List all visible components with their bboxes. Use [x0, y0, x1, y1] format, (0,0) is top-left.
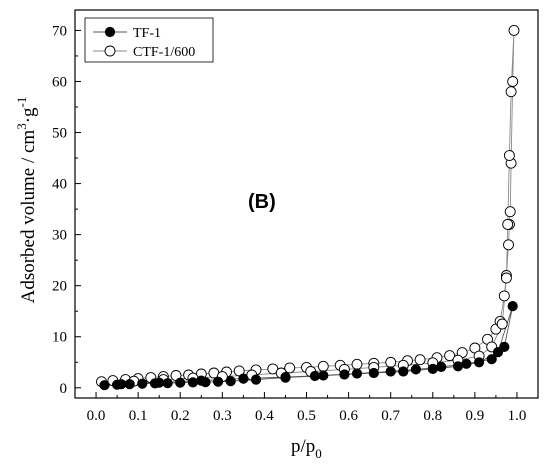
- ctf-data-point: [351, 358, 363, 370]
- tf-data-point: [318, 370, 329, 381]
- tf-data-point: [175, 377, 186, 388]
- legend-label-ctf1: CTF-1/600: [133, 45, 195, 60]
- ctf-data-point: [500, 272, 512, 284]
- x-tick-label: 0.8: [423, 408, 442, 424]
- legend-marker-tf1: [104, 26, 116, 38]
- ctf-data-point: [444, 350, 456, 362]
- legend: TF-1 CTF-1/600: [84, 17, 214, 63]
- tf-data-point: [499, 341, 510, 352]
- tf-data-point: [137, 378, 148, 389]
- ctf-data-point: [503, 150, 515, 161]
- y-tick-label: 40: [52, 177, 67, 193]
- y-axis-title-mid: ·g: [18, 107, 39, 123]
- annotation-label: (B): [248, 191, 276, 213]
- series-line-1: [101, 30, 515, 383]
- ctf-data-point: [284, 362, 296, 374]
- series-markers: [96, 24, 520, 391]
- tf-data-point: [436, 361, 447, 372]
- tf-data-point: [507, 301, 518, 312]
- ctf-data-point: [414, 354, 426, 366]
- tf-data-point: [309, 370, 320, 382]
- tf-data-point: [225, 376, 236, 387]
- ctf-data-point: [385, 356, 397, 368]
- x-tick-label: 0.3: [213, 408, 232, 424]
- x-tick-label: 0.7: [381, 408, 400, 424]
- y-axis-title-sup1: 3: [14, 123, 29, 130]
- tf-data-point: [116, 379, 127, 390]
- ctf-data-point: [502, 218, 514, 230]
- y-tick-label: 20: [52, 279, 67, 295]
- x-axis-title: p/p0: [291, 436, 322, 461]
- y-tick-label: 30: [52, 228, 67, 244]
- y-tick-label: 50: [52, 126, 67, 142]
- ctf-data-point: [503, 239, 514, 251]
- x-axis-title-sub: 0: [315, 446, 322, 461]
- tf-data-point: [162, 378, 173, 389]
- tf-data-point: [99, 380, 110, 391]
- x-tick-label: 0.1: [129, 408, 148, 424]
- tf-data-point: [196, 375, 207, 386]
- tf-data-point: [280, 372, 291, 383]
- ticks-group: 0.0 0.1 0.2 0.3 0.4 0.5 0.6 0.7 0.8 0.9 1.0 0 10 20 30…: [52, 23, 526, 424]
- tf-data-point: [351, 368, 363, 379]
- ctf-data-point: [508, 24, 520, 36]
- legend-marker-ctf1: [104, 45, 116, 57]
- x-tick-label: 0.6: [339, 408, 358, 424]
- series-lines: [101, 30, 515, 386]
- y-axis-title: Adsorbed volume / cm3·g-1: [14, 97, 39, 304]
- tf-data-point: [461, 358, 472, 369]
- tf-data-point: [427, 363, 438, 374]
- tf-data-point: [339, 369, 350, 380]
- y-axis-title-main: Adsorbed volume / cm: [18, 130, 39, 304]
- legend-label-tf1: TF-1: [133, 26, 161, 41]
- tf-data-point: [398, 366, 409, 377]
- tf-data-point: [486, 354, 497, 365]
- tf-data-point: [213, 376, 224, 387]
- x-tick-label: 0.0: [87, 408, 106, 424]
- x-tick-label: 1.0: [508, 408, 527, 424]
- tf-data-point: [385, 366, 396, 377]
- tf-data-point: [452, 361, 464, 372]
- x-tick-label: 0.2: [171, 408, 190, 424]
- tf-data-point: [368, 367, 379, 379]
- y-tick-label: 10: [52, 330, 67, 346]
- ctf-data-point: [317, 360, 329, 372]
- tf-data-point: [474, 357, 485, 368]
- tf-data-point: [250, 374, 262, 385]
- ctf-data-point: [504, 206, 516, 218]
- x-tick-label: 0.5: [297, 408, 316, 424]
- tf-data-point: [124, 379, 135, 390]
- x-tick-label: 0.4: [255, 408, 274, 424]
- ctf-data-point: [507, 76, 519, 87]
- ctf-data-point: [496, 318, 508, 330]
- tf-data-point: [410, 364, 421, 375]
- tf-data-point: [187, 377, 198, 388]
- ctf-data-point: [505, 86, 517, 98]
- y-tick-label: 0: [60, 381, 68, 397]
- ctf-data-point: [498, 290, 510, 302]
- y-axis-title-sup2: -1: [14, 97, 29, 108]
- plot-frame: [74, 9, 539, 399]
- x-tick-label: 0.9: [465, 408, 484, 424]
- x-axis-title-main: p/p: [291, 436, 315, 457]
- tf-data-point: [154, 377, 165, 388]
- y-tick-label: 60: [52, 74, 67, 90]
- tf-data-point: [238, 373, 249, 384]
- y-tick-label: 70: [52, 23, 67, 39]
